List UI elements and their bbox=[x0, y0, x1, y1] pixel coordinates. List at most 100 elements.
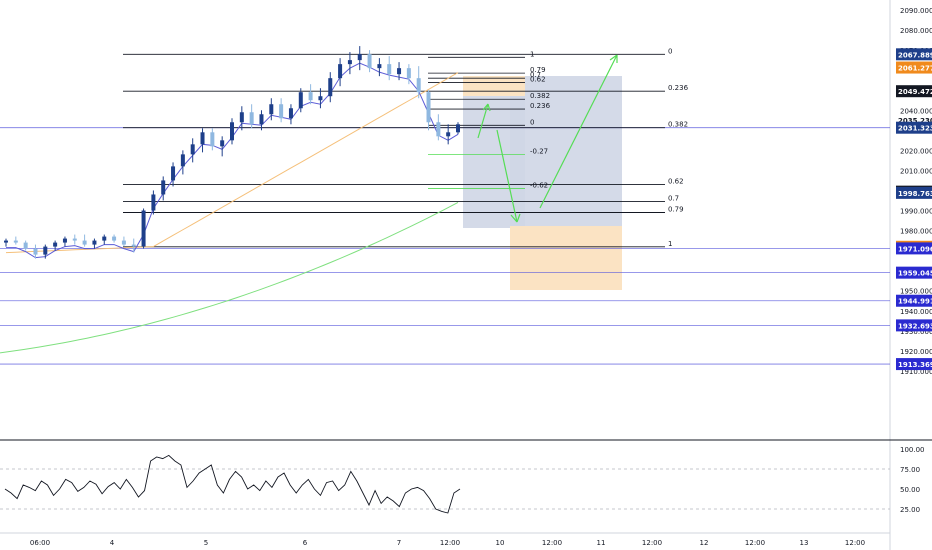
candle-body bbox=[426, 92, 431, 123]
ma-mid-line bbox=[5, 72, 459, 254]
price-tick-label: 1980.000 bbox=[900, 228, 932, 236]
fib-level-label: 0.62 bbox=[668, 177, 684, 185]
candle-body bbox=[239, 112, 244, 123]
time-tick-label: 4 bbox=[110, 539, 115, 547]
price-level-tag bbox=[896, 186, 932, 199]
candle-body bbox=[23, 242, 28, 249]
support-zone bbox=[510, 226, 622, 290]
fib-level-label: 1 bbox=[668, 240, 672, 248]
candle-body bbox=[102, 236, 107, 241]
candle-body bbox=[161, 180, 166, 195]
projection-arrow bbox=[539, 54, 618, 209]
price-level-label: 2067.889 bbox=[898, 51, 932, 59]
time-tick-label: 12:00 bbox=[542, 539, 562, 547]
candle-body bbox=[92, 240, 97, 245]
candle-body bbox=[298, 92, 303, 109]
candle-body bbox=[367, 54, 372, 69]
candle-body bbox=[53, 242, 58, 247]
price-level-tag bbox=[896, 61, 932, 74]
candle-body bbox=[377, 64, 382, 69]
projection-arrow bbox=[609, 54, 618, 61]
price-tick-label: 1990.000 bbox=[900, 208, 932, 216]
fib-small-label: 0.62 bbox=[530, 76, 546, 84]
fib-level-label: 0.382 bbox=[668, 121, 688, 129]
price-level-tag bbox=[896, 358, 932, 371]
candle-body bbox=[318, 96, 323, 101]
rsi-tick-label: 25.00 bbox=[900, 506, 920, 514]
price-level-tag bbox=[896, 319, 932, 332]
time-tick-label: 11 bbox=[597, 539, 606, 547]
rsi-tick-label: 75.00 bbox=[900, 466, 920, 474]
price-tick-label: 2010.000 bbox=[900, 167, 932, 175]
price-level-label: 2061.277 bbox=[898, 65, 932, 73]
candle-body bbox=[190, 144, 195, 155]
candle-body bbox=[82, 240, 87, 245]
candle-body bbox=[43, 246, 48, 255]
candle-body bbox=[171, 166, 176, 181]
rsi-line bbox=[4, 454, 461, 514]
time-tick-label: 5 bbox=[204, 539, 208, 547]
fib-level-label: 0.7 bbox=[668, 194, 679, 202]
price-level-tag bbox=[896, 242, 932, 255]
fib-small-label: 0.382 bbox=[530, 92, 550, 100]
fib-small-label: 0 bbox=[530, 118, 534, 126]
candle-body bbox=[151, 194, 156, 211]
fib-small-label: -0.27 bbox=[530, 147, 548, 155]
candle-body bbox=[180, 154, 185, 167]
candle-body bbox=[13, 240, 18, 243]
time-tick-label: 12:00 bbox=[845, 539, 865, 547]
price-level-label: 2035.230 bbox=[898, 117, 932, 125]
candle-body bbox=[200, 132, 205, 145]
price-tick-label: 2020.000 bbox=[900, 147, 932, 155]
candle-body bbox=[328, 78, 333, 97]
candle-body bbox=[220, 140, 225, 147]
price-level-label: 1944.991 bbox=[898, 298, 932, 306]
time-tick-label: 12:00 bbox=[440, 539, 460, 547]
time-tick-label: 7 bbox=[397, 539, 401, 547]
candle-body bbox=[416, 78, 421, 93]
price-level-label: 1971.096 bbox=[898, 245, 932, 253]
price-tick-label: 1920.000 bbox=[900, 348, 932, 356]
price-level-tag bbox=[896, 121, 932, 134]
candle-body bbox=[387, 64, 392, 75]
candle-body bbox=[210, 132, 215, 147]
price-level-label: 2049.472 bbox=[898, 88, 932, 96]
candle-body bbox=[4, 240, 8, 243]
candle-body bbox=[230, 122, 234, 141]
projection-arrow bbox=[482, 103, 489, 111]
price-level-label: 1932.693 bbox=[898, 322, 932, 330]
candle-body bbox=[249, 112, 254, 125]
fib-small-label: -0.62 bbox=[530, 181, 548, 189]
candle-body bbox=[347, 60, 352, 65]
fib-small-label: 0.7 bbox=[530, 71, 541, 79]
price-level-label: 2031.323 bbox=[898, 125, 932, 133]
price-tick-label: 1910.000 bbox=[900, 368, 932, 376]
candle-body bbox=[338, 64, 343, 79]
candle-body bbox=[308, 92, 313, 101]
fib-level-label: 0.79 bbox=[668, 206, 684, 214]
time-tick-label: 12:00 bbox=[642, 539, 662, 547]
candle-body bbox=[446, 132, 451, 137]
candle-body bbox=[131, 244, 136, 247]
price-tick-label: 2090.000 bbox=[900, 7, 932, 15]
rsi-tick-label: 100.00 bbox=[900, 446, 925, 454]
time-tick-label: 13 bbox=[800, 539, 809, 547]
candle-body bbox=[33, 248, 38, 255]
candle-body bbox=[456, 124, 460, 133]
time-tick-label: 06:00 bbox=[30, 539, 50, 547]
fib-small-label: 1 bbox=[530, 50, 534, 58]
time-tick-label: 10 bbox=[496, 539, 505, 547]
candle-body bbox=[259, 114, 264, 125]
candle-body bbox=[279, 104, 284, 119]
candle-body bbox=[141, 210, 146, 247]
rsi-tick-label: 50.00 bbox=[900, 486, 920, 494]
price-tick-label: 2040.000 bbox=[900, 107, 932, 115]
candle-body bbox=[62, 238, 67, 243]
fib-level-label: 0.236 bbox=[668, 84, 689, 92]
price-level-tag bbox=[896, 48, 932, 61]
candle-body bbox=[269, 104, 274, 115]
price-tick-label: 1940.000 bbox=[900, 308, 932, 316]
candle-body bbox=[112, 236, 117, 241]
